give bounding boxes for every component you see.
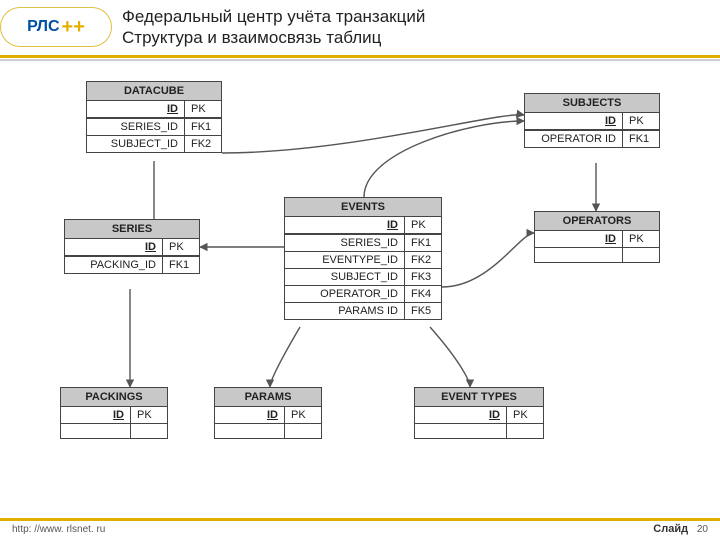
table-title: PACKINGS xyxy=(61,388,167,407)
key-type: PK xyxy=(163,239,199,255)
column-name: ID xyxy=(87,101,185,117)
table-row: SUBJECT_IDFK2 xyxy=(87,136,221,152)
table-row: IDPK xyxy=(87,101,221,118)
table-row: SUBJECT_IDFK3 xyxy=(285,269,441,286)
table-row: PARAMS IDFK5 xyxy=(285,303,441,319)
key-type: PK xyxy=(405,217,441,233)
table-row: SERIES_IDFK1 xyxy=(285,235,441,252)
title-line-2: Структура и взаимосвязь таблиц xyxy=(122,27,710,48)
divider-gold xyxy=(0,55,720,58)
table-title: PARAMS xyxy=(215,388,321,407)
table-row: IDPK xyxy=(415,407,543,424)
column-name: ID xyxy=(415,407,507,423)
key-type: FK5 xyxy=(405,303,441,319)
table-operators: OPERATORSIDPK xyxy=(534,211,660,263)
table-title: EVENT TYPES xyxy=(415,388,543,407)
table-title: SERIES xyxy=(65,220,199,239)
table-events: EVENTSIDPKSERIES_IDFK1EVENTYPE_IDFK2SUBJ… xyxy=(284,197,442,320)
column-name: SUBJECT_ID xyxy=(87,136,185,152)
table-title: EVENTS xyxy=(285,198,441,217)
table-datacube: DATACUBEIDPKSERIES_IDFK1SUBJECT_IDFK2 xyxy=(86,81,222,153)
table-row: IDPK xyxy=(215,407,321,424)
column-name: ID xyxy=(285,217,405,233)
key-type: FK1 xyxy=(405,235,441,251)
column-name: ID xyxy=(535,231,623,247)
table-row: EVENTYPE_IDFK2 xyxy=(285,252,441,269)
column-name: ID xyxy=(525,113,623,129)
logo-text: РЛС xyxy=(27,18,59,36)
key-type: FK1 xyxy=(623,131,659,147)
column-name: EVENTYPE_ID xyxy=(285,252,405,268)
column-name: SERIES_ID xyxy=(87,119,185,135)
table-eventtypes: EVENT TYPESIDPK xyxy=(414,387,544,439)
key-type: PK xyxy=(623,113,659,129)
logo-plus: ++ xyxy=(62,16,85,39)
key-type: FK3 xyxy=(405,269,441,285)
title-block: Федеральный центр учёта транзакций Струк… xyxy=(122,6,710,49)
edge xyxy=(270,327,300,387)
table-title: OPERATORS xyxy=(535,212,659,231)
table-title: SUBJECTS xyxy=(525,94,659,113)
key-type: PK xyxy=(285,407,321,423)
table-row xyxy=(415,424,543,438)
edge xyxy=(430,327,470,387)
key-type: PK xyxy=(185,101,221,117)
column-name: ID xyxy=(215,407,285,423)
key-type: FK2 xyxy=(405,252,441,268)
table-row: IDPK xyxy=(525,113,659,130)
table-row: IDPK xyxy=(535,231,659,248)
edge xyxy=(364,121,524,197)
table-row xyxy=(61,424,167,438)
footer-gold-bar xyxy=(0,518,720,521)
edge xyxy=(442,233,534,287)
table-row: PACKING_IDFK1 xyxy=(65,257,199,273)
title-line-1: Федеральный центр учёта транзакций xyxy=(122,6,710,27)
table-title: DATACUBE xyxy=(87,82,221,101)
slide-label: Слайд xyxy=(653,523,688,535)
column-name: PACKING_ID xyxy=(65,257,163,273)
slide-number: 20 xyxy=(697,524,708,535)
key-type: FK4 xyxy=(405,286,441,302)
column-name: PARAMS ID xyxy=(285,303,405,319)
column-name: OPERATOR_ID xyxy=(285,286,405,302)
key-type: FK2 xyxy=(185,136,221,152)
table-packings: PACKINGSIDPK xyxy=(60,387,168,439)
table-params: PARAMSIDPK xyxy=(214,387,322,439)
table-row: IDPK xyxy=(285,217,441,234)
table-subjects: SUBJECTSIDPKOPERATOR IDFK1 xyxy=(524,93,660,148)
logo: РЛС++ xyxy=(0,7,112,47)
column-name: SUBJECT_ID xyxy=(285,269,405,285)
key-type: FK1 xyxy=(163,257,199,273)
key-type: PK xyxy=(623,231,659,247)
column-name: OPERATOR ID xyxy=(525,131,623,147)
table-row: IDPK xyxy=(65,239,199,256)
column-name: ID xyxy=(61,407,131,423)
diagram-canvas: DATACUBEIDPKSERIES_IDFK1SUBJECT_IDFK2SUB… xyxy=(0,61,720,501)
table-row: OPERATOR IDFK1 xyxy=(525,131,659,147)
key-type: PK xyxy=(131,407,167,423)
table-series: SERIESIDPKPACKING_IDFK1 xyxy=(64,219,200,274)
slide-footer: http: //www. rlsnet. ru Слайд 20 xyxy=(0,518,720,540)
table-row: OPERATOR_IDFK4 xyxy=(285,286,441,303)
edge xyxy=(222,114,524,152)
key-type: PK xyxy=(507,407,543,423)
column-name: SERIES_ID xyxy=(285,235,405,251)
table-row xyxy=(215,424,321,438)
footer-url: http: //www. rlsnet. ru xyxy=(12,524,105,535)
table-row xyxy=(535,248,659,262)
slide-header: РЛС++ Федеральный центр учёта транзакций… xyxy=(0,0,720,51)
column-name: ID xyxy=(65,239,163,255)
key-type: FK1 xyxy=(185,119,221,135)
table-row: SERIES_IDFK1 xyxy=(87,119,221,136)
table-row: IDPK xyxy=(61,407,167,424)
